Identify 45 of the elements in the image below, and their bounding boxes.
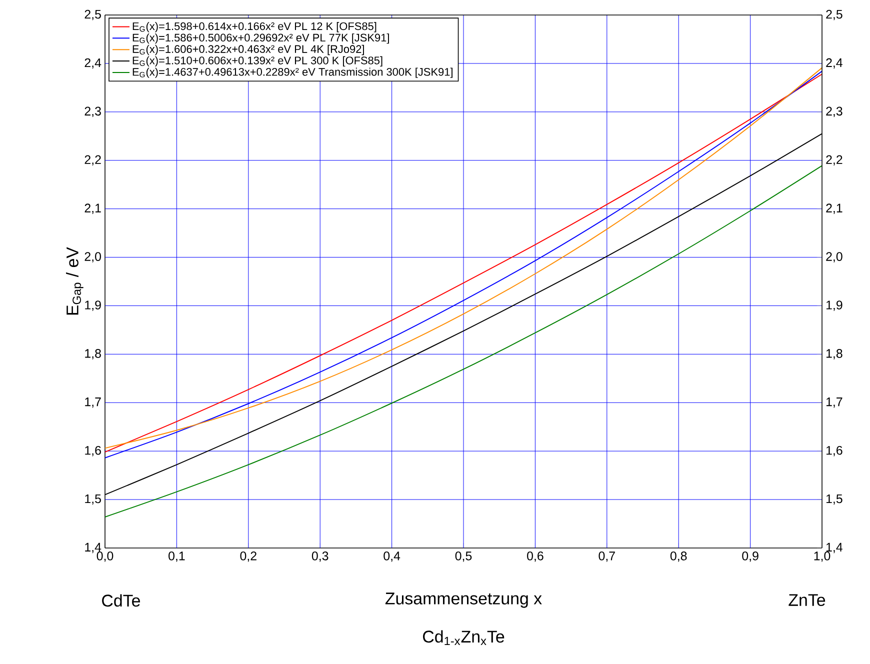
y2-tick-label: 1,5 [826, 494, 842, 505]
legend-label: E$_{G}$(x)=1.586+0.5006x+0.29692x² eV PL 77K [JSK91] [132, 33, 389, 44]
y2-tick-label: 2,1 [826, 204, 842, 214]
text: ZnTe [788, 594, 826, 606]
x-tick-label: 0,1 [168, 552, 185, 562]
y-tick-label: 2,3 [84, 106, 101, 118]
y-tick-label: 2,1 [84, 204, 101, 214]
y-tick-label: 1,4 [85, 542, 102, 554]
x-tick-label: 0,6 [527, 552, 544, 562]
y2-tick-label: 2,3 [826, 106, 842, 118]
y-tick-label: 1,7 [85, 398, 101, 408]
y-tick-label: 1,5 [85, 494, 101, 505]
x-tick-label: 0,2 [240, 552, 256, 562]
x-tick-label: 0,4 [384, 552, 400, 562]
y2-tick-label: 1,8 [826, 349, 842, 360]
y2-tick-label: 1,7 [826, 398, 842, 408]
legend-label: E$_{G}$(x)=1.510+0.606x+0.139x² eV PL 300 K [OFS85] [132, 56, 382, 67]
x-axis-title: Zusammensetzung x [385, 592, 542, 608]
text: CdTe [102, 594, 140, 607]
x-tick-label: 0,8 [670, 552, 687, 562]
x-tick-label: 0,0 [96, 552, 114, 562]
legend-label: E$_{G}$(x)=1.598+0.614x+0.166x² eV PL 12 K [OFS85] [132, 22, 376, 32]
y-tick-label: 2,2 [84, 155, 101, 166]
x-tick-label: 1,0 [814, 552, 830, 562]
y2-tick-label: 2,2 [826, 155, 842, 166]
y-tick-label: 1,9 [85, 300, 101, 311]
y-tick-label: 2,4 [84, 58, 102, 69]
y2-tick-label: 1,9 [826, 300, 842, 311]
y2-tick-label: 1,6 [826, 446, 842, 456]
legend-label: E$_{G}$(x)=1.606+0.322x+0.463x² eV PL 4K [RJo92] [132, 44, 364, 56]
y-axis-title: E$_{Gap}$ / eV [66, 247, 84, 315]
x-tick-label: 0,3 [312, 552, 328, 562]
y-tick-label: 1,6 [85, 446, 101, 456]
legend-label: E$_{G}$(x)=1.4637+0.49613x+0.2289x² eV Transmission 300K [JSK91] [132, 68, 452, 78]
y2-tick-label: 1,4 [826, 542, 842, 554]
y2-tick-label: 2,4 [826, 58, 842, 69]
text: Cd$_{1-x}$Zn$_{x}$Te [423, 630, 504, 646]
x-tick-label: 0,9 [742, 552, 758, 562]
y2-tick-label: 2,5 [826, 10, 842, 20]
y-tick-label: 2,5 [84, 10, 101, 20]
y-tick-label: 1,8 [85, 349, 101, 360]
x-tick-label: 0,7 [598, 552, 615, 562]
x-tick-label: 0,5 [455, 552, 472, 562]
y2-tick-label: 2,0 [826, 252, 842, 262]
y-tick-label: 2,0 [84, 252, 101, 262]
